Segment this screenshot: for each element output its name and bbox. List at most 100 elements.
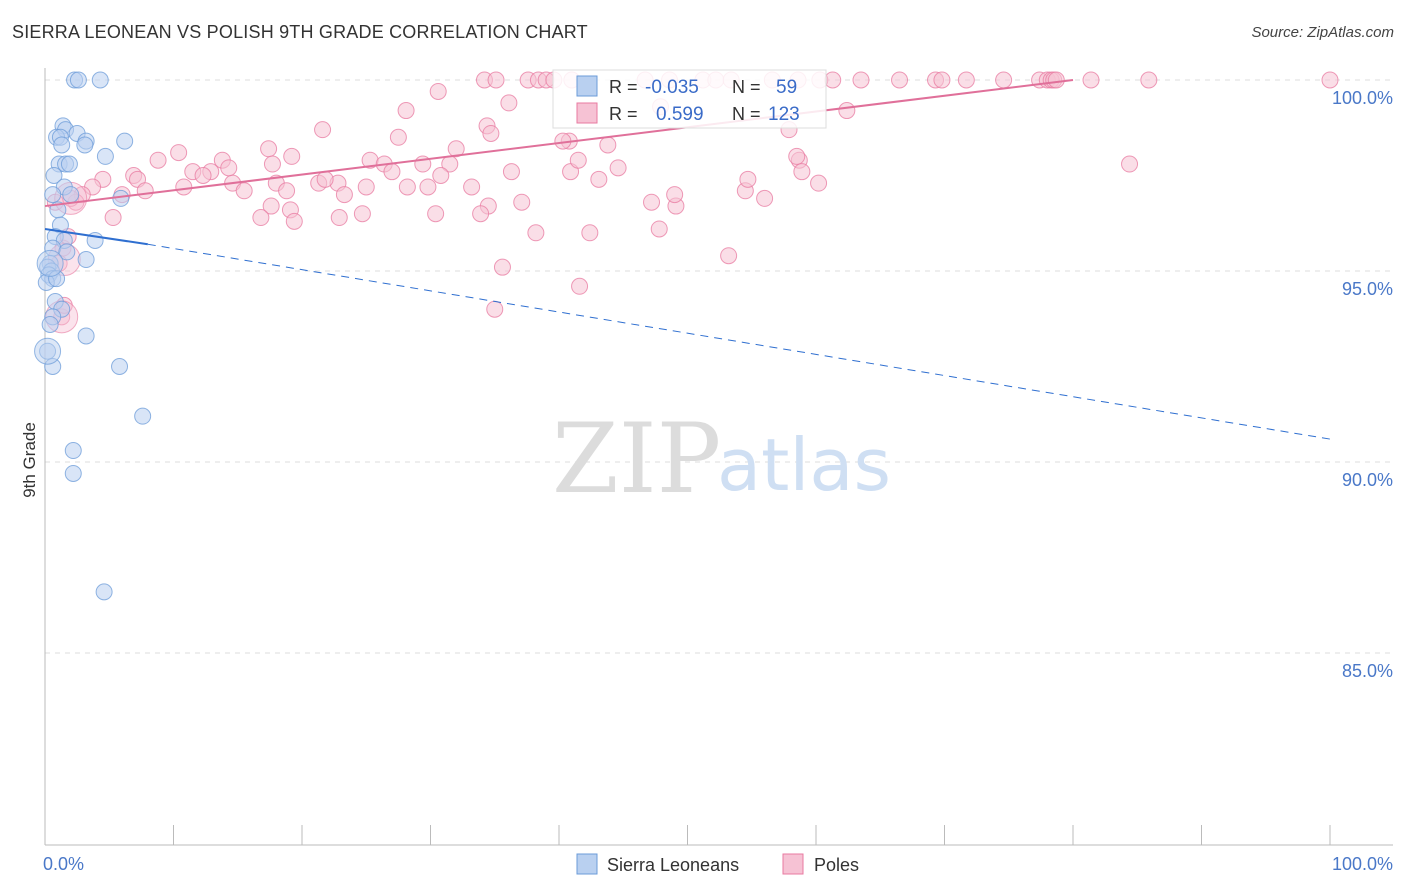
poles-trend [44, 79, 1074, 208]
poles-point [335, 186, 353, 204]
poles-point [220, 159, 238, 177]
sierra-leonean-point [134, 407, 152, 425]
poles-point [571, 277, 589, 295]
sierra-leonean-point [62, 186, 80, 204]
poles-point [739, 170, 757, 188]
poles-point [175, 178, 193, 196]
sierra-leonean-point [53, 136, 71, 154]
sierra-leoneans-points [34, 71, 152, 601]
poles-point [252, 209, 270, 227]
stats-legend-frame [552, 69, 827, 129]
legend-swatch-sierra-leoneans [576, 853, 598, 875]
x-tick-label: 100.0% [1332, 854, 1393, 874]
poles-point [136, 182, 154, 200]
poles-point [957, 71, 975, 89]
legend-label-sierra-leoneans: Sierra Leoneans [607, 855, 739, 875]
stats-n-label-2: N = [732, 104, 761, 124]
stats-n-value-2: 123 [768, 104, 800, 125]
y-tick-label: 85.0% [1342, 661, 1393, 681]
sierra-leonean-point [96, 147, 114, 165]
sierra-leonean-cluster-point [36, 249, 64, 277]
sierra-leoneans-trend-solid [44, 227, 148, 246]
sierra-leonean-point [91, 71, 109, 89]
poles-point [314, 121, 332, 139]
sierra-leonean-point [95, 583, 113, 601]
poles-point [650, 220, 668, 238]
poles-point [590, 170, 608, 188]
poles-point [278, 182, 296, 200]
poles-point [419, 178, 437, 196]
poles-point [666, 186, 684, 204]
x-tick-labels: 0.0% 100.0% [43, 854, 1393, 874]
poles-point [502, 163, 520, 181]
poles-point [235, 182, 253, 200]
sierra-leonean-point [77, 327, 95, 345]
poles-point [995, 71, 1013, 89]
watermark: ZIP atlas [552, 403, 891, 515]
sierra-leonean-cluster-point [34, 337, 62, 365]
chart-title: SIERRA LEONEAN VS POLISH 9TH GRADE CORRE… [12, 22, 588, 42]
poles-point [397, 102, 415, 120]
sierra-leonean-point [69, 71, 87, 89]
poles-point [472, 205, 490, 223]
poles-point [283, 147, 301, 165]
poles-point [810, 174, 828, 192]
chart-source: Source: ZipAtlas.com [1251, 24, 1394, 41]
stats-r-label-2: R = [609, 104, 638, 124]
poles-point [262, 197, 280, 215]
y-axis-label: 9th Grade [20, 422, 39, 498]
sierra-leonean-point [77, 251, 95, 269]
poles-point [643, 193, 661, 211]
poles-point [891, 71, 909, 89]
poles-point [149, 151, 167, 169]
y-tick-label: 95.0% [1342, 279, 1393, 299]
poles-point [852, 71, 870, 89]
poles-point [788, 147, 806, 165]
sierra-leonean-point [116, 132, 134, 150]
sierra-leonean-point [58, 243, 76, 261]
sierra-leonean-point [76, 136, 94, 154]
y-tick-labels: 100.0% 95.0% 90.0% 85.0% [1332, 88, 1393, 681]
poles-point [389, 128, 407, 146]
poles-point [487, 71, 505, 89]
poles-point [170, 144, 188, 162]
poles-point [316, 170, 334, 188]
poles-point [599, 136, 617, 154]
grid-lines [45, 79, 1393, 654]
watermark-atlas: atlas [717, 423, 891, 507]
poles-point [353, 205, 371, 223]
poles-point [285, 212, 303, 230]
sierra-leonean-point [64, 464, 82, 482]
stats-swatch-pink [576, 102, 598, 124]
poles-point [493, 258, 511, 276]
poles-point [447, 140, 465, 158]
poles-point [933, 71, 951, 89]
poles-point [1121, 155, 1139, 173]
poles-point [427, 205, 445, 223]
stats-n-value-1: 59 [776, 77, 797, 98]
stats-r-label-1: R = [609, 77, 638, 97]
poles-point [1140, 71, 1158, 89]
poles-point [1082, 71, 1100, 89]
poles-point [463, 178, 481, 196]
watermark-zip: ZIP [552, 403, 721, 515]
poles-point [513, 193, 531, 211]
stats-legend: R = -0.035 N = 59 R = 0.599 N = 123 [552, 69, 827, 129]
poles-point [486, 300, 504, 318]
poles-point [432, 167, 450, 184]
poles-point [1047, 71, 1065, 89]
poles-point [527, 224, 545, 242]
poles-point [263, 155, 281, 173]
series-legend: Sierra Leoneans Poles [576, 853, 859, 875]
poles-point [383, 163, 401, 181]
poles-point [838, 102, 856, 120]
stats-r-value-2: 0.599 [656, 104, 704, 125]
sierra-leonean-point [41, 315, 59, 333]
poles-point [429, 82, 447, 100]
poles-point [609, 159, 627, 177]
poles-point [260, 140, 278, 158]
poles-point [824, 71, 842, 89]
poles-point [357, 178, 375, 196]
poles-point [398, 178, 416, 196]
y-tick-label: 90.0% [1342, 470, 1393, 490]
